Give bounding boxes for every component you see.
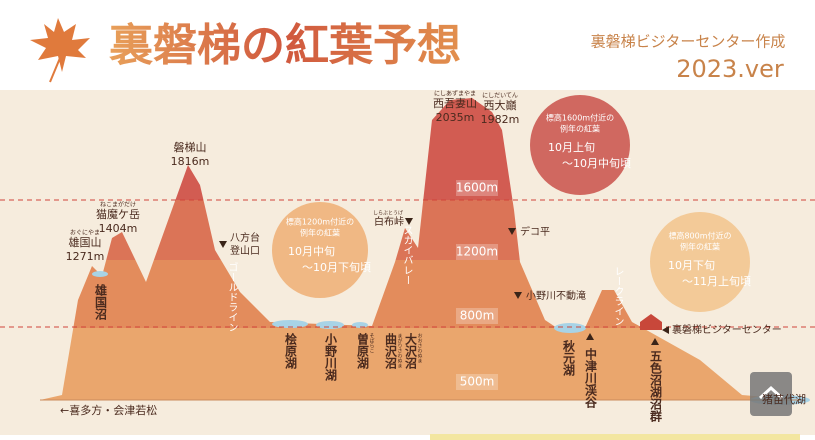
- peak-name: 雄国山: [69, 235, 102, 249]
- next-card: [430, 434, 800, 440]
- place-name: 中津川渓谷: [584, 347, 598, 409]
- place-reading: そばらこ: [369, 333, 375, 353]
- peak-name: 磐梯山: [174, 140, 207, 154]
- forecast-heading: 標高1200m付近の: [286, 217, 354, 227]
- title: 裏磐梯の紅葉予想: [109, 20, 461, 71]
- road-name: レークライン: [612, 266, 624, 326]
- place-name: 雄国沼: [94, 283, 108, 321]
- peak-name: 西吾妻山: [433, 97, 477, 110]
- place-name: 曽原湖: [356, 332, 370, 370]
- peak-elevation: 1816m: [171, 155, 210, 168]
- markers: [219, 218, 669, 345]
- peak-reading: ねこまがだけ: [100, 201, 136, 209]
- road-name: スカイバレー: [401, 225, 413, 285]
- point-name: 裏磐梯ビジターセンター: [672, 323, 782, 336]
- place-reading: おおさわぬま: [417, 333, 423, 363]
- peak-name: 西大巓: [484, 98, 517, 112]
- forecast-heading: 例年の紅葉: [680, 242, 720, 252]
- forecast-circle: [530, 95, 630, 195]
- forecast-period: 10月上旬: [548, 141, 595, 154]
- point-name: デコ平: [520, 225, 550, 238]
- scroll-top-button[interactable]: [750, 372, 792, 416]
- peak-reading: にしあずまやま: [434, 90, 476, 98]
- peak-name: 猫魔ケ岳: [96, 207, 140, 221]
- visitor-center-icon: [640, 314, 662, 330]
- altitude-box: [456, 374, 498, 390]
- chevron-icon: [758, 385, 784, 400]
- forecast-period: ～10月下旬頃: [302, 261, 371, 274]
- altitude-box: [456, 308, 498, 324]
- road-name: ゴールドライン: [226, 261, 238, 332]
- maple-stem: [49, 57, 61, 83]
- point-name: 小野川不動滝: [526, 289, 586, 302]
- credit: 裏磐梯ビジターセンター作成: [591, 33, 786, 51]
- point-name: 白布峠: [374, 215, 404, 228]
- peak-elevation: 2035m: [436, 111, 475, 124]
- peak-reading: おぐにやま: [70, 229, 100, 237]
- altitude-box: [456, 244, 498, 260]
- forecast-period: 10月下旬: [668, 259, 715, 272]
- forecast-period: 10月中旬: [288, 245, 335, 258]
- forecast-heading: 例年の紅葉: [560, 124, 600, 134]
- place-reading: まがりさわぬま: [397, 333, 403, 368]
- forecast-circle: [272, 202, 368, 298]
- point-reading: しらぶとうげ: [373, 210, 403, 217]
- place-name: 秋元湖: [562, 339, 576, 377]
- place-name: 猪苗代湖: [762, 393, 806, 406]
- place-name: 五色沼湖沼群: [649, 350, 663, 423]
- forecast-heading: 標高1600m付近の: [546, 113, 614, 123]
- altitude-label: 500m: [460, 375, 495, 389]
- forecast-heading: 例年の紅葉: [300, 228, 340, 238]
- version: 2023.ver: [676, 55, 784, 83]
- peak-reading: にしだいてん: [482, 93, 518, 100]
- point-name: 登山口: [230, 244, 260, 257]
- peak-elevation: 1271m: [66, 250, 105, 263]
- place-name: 曲沢沼: [384, 332, 398, 370]
- forecast-circle: [650, 212, 750, 312]
- direction: ←喜多方・会津若松: [60, 403, 157, 417]
- forecast-heading: 標高800m付近の: [668, 231, 731, 241]
- maple-leaf: [30, 18, 90, 72]
- place-name: 大沢沼: [404, 332, 418, 370]
- peak-elevation: 1404m: [99, 222, 138, 235]
- altitude-label: 1200m: [456, 245, 498, 259]
- place-name: 小野川湖: [324, 332, 338, 382]
- place-name: 桧原湖: [284, 332, 298, 370]
- altitude-label: 800m: [460, 309, 495, 323]
- altitude-label: 1600m: [456, 181, 498, 195]
- peak-elevation: 1982m: [481, 113, 520, 126]
- forecast-period: ～10月中旬頃: [562, 157, 631, 170]
- point-name: 八方台: [230, 231, 260, 244]
- forecast-period: ～11月上旬頃: [682, 275, 751, 288]
- altitude-box: [456, 180, 498, 196]
- altitude-lines: [0, 199, 815, 328]
